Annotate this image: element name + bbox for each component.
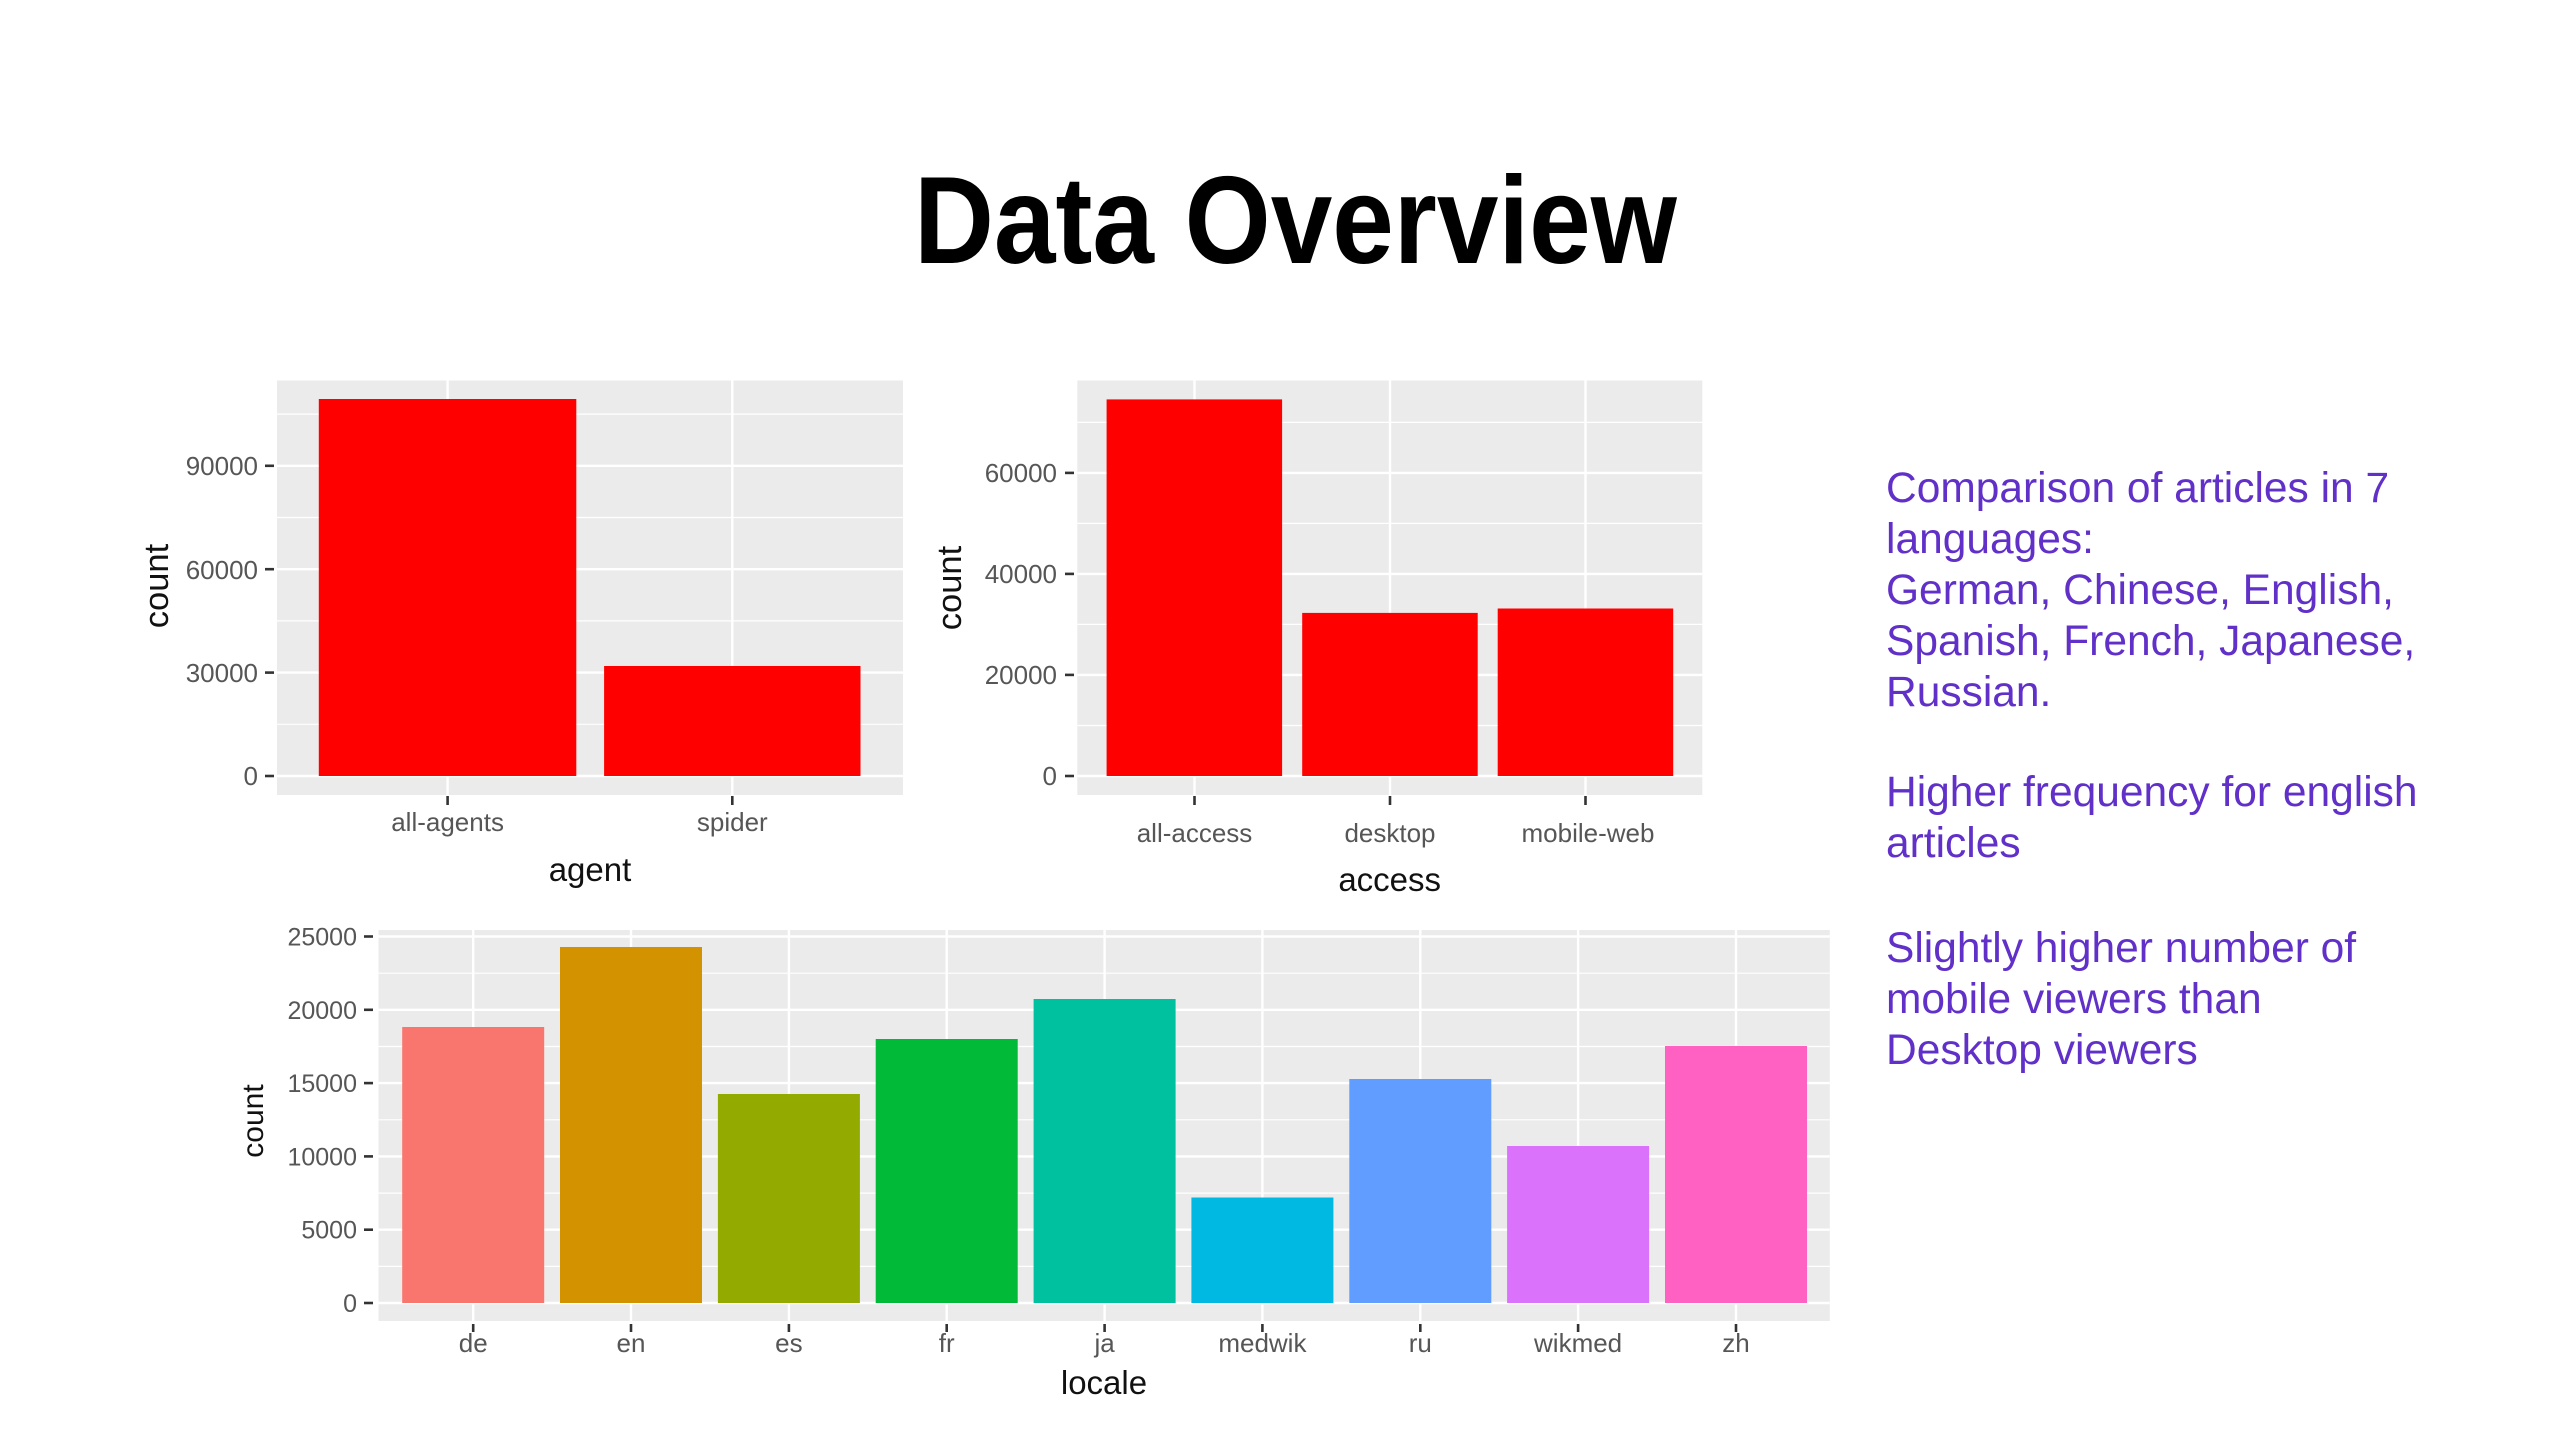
svg-text:ru: ru [1409,1328,1432,1358]
svg-text:all-agents: all-agents [391,807,504,837]
svg-text:90000: 90000 [186,451,258,481]
svg-text:0: 0 [1043,761,1057,791]
svg-text:5000: 5000 [301,1217,357,1245]
svg-text:locale: locale [1061,1364,1147,1401]
svg-text:es: es [775,1328,802,1358]
svg-text:30000: 30000 [186,658,258,688]
svg-text:20000: 20000 [985,660,1057,690]
svg-text:en: en [617,1328,646,1358]
svg-text:zh: zh [1722,1328,1749,1358]
svg-text:fr: fr [939,1328,955,1358]
svg-text:count: count [138,543,176,628]
svg-text:60000: 60000 [186,555,258,585]
svg-text:20000: 20000 [287,997,357,1025]
svg-text:access: access [1338,861,1441,898]
svg-text:de: de [459,1328,488,1358]
svg-text:40000: 40000 [985,559,1057,589]
svg-text:spider: spider [697,807,768,837]
svg-text:0: 0 [244,761,258,791]
svg-text:agent: agent [549,851,632,888]
svg-text:mobile-web: mobile-web [1522,818,1655,848]
svg-text:ja: ja [1093,1328,1115,1358]
svg-text:60000: 60000 [985,458,1057,488]
svg-text:count: count [237,1084,270,1158]
svg-text:count: count [931,545,969,630]
svg-text:all-access: all-access [1137,818,1253,848]
svg-text:medwik: medwik [1218,1328,1307,1358]
svg-text:15000: 15000 [287,1070,357,1098]
svg-text:desktop: desktop [1344,818,1435,848]
svg-text:10000: 10000 [287,1143,357,1171]
svg-text:wikmed: wikmed [1533,1328,1622,1358]
svg-text:0: 0 [343,1290,357,1318]
svg-text:25000: 25000 [287,924,357,952]
